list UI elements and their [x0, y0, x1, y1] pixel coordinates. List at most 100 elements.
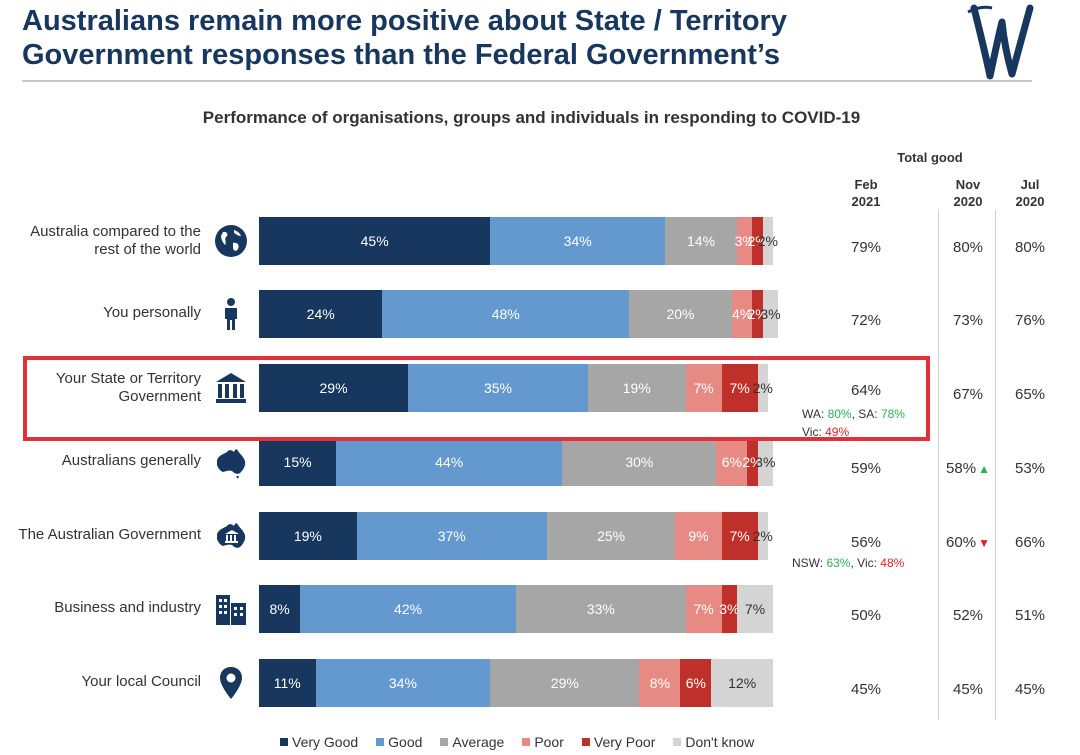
- state-breakdown-note: WA: 80%, SA: 78%: [802, 407, 905, 421]
- total-good-value: 59%: [836, 460, 896, 477]
- total-good-value: 58% ▲: [938, 460, 998, 477]
- bar-data-label: 7%: [693, 380, 714, 396]
- legend-item: Very Poor: [581, 734, 655, 750]
- bar-segment: 33%: [516, 585, 686, 633]
- bar-data-label: 4%: [732, 306, 753, 322]
- total-good-value: 45%: [836, 681, 896, 698]
- bar-segment: 3%: [734, 217, 755, 265]
- bar-data-label: 2%: [747, 306, 768, 322]
- bar-segment: 7%: [721, 364, 758, 412]
- bar-segment: 9%: [675, 512, 722, 560]
- row-label: You personally: [103, 304, 201, 321]
- bar-segment: 2%: [753, 512, 773, 560]
- bar-data-label: 2%: [747, 233, 768, 249]
- legend-swatch: [673, 738, 682, 746]
- total-good-text: 56%: [850, 534, 882, 551]
- row-label: Australia compared to the rest of the wor…: [0, 223, 201, 259]
- legend-label: Don't know: [685, 734, 755, 750]
- bar-segment: 29%: [259, 364, 409, 412]
- bar-data-label: 34%: [563, 233, 592, 249]
- total-good-text: 52%: [952, 607, 984, 624]
- office-buildings-icon: [213, 591, 249, 627]
- bar-segment: 2%: [742, 438, 763, 486]
- bar-segment: 37%: [356, 512, 547, 560]
- total-good-text: 79%: [850, 239, 882, 256]
- row-label: Your State or Territory Government: [0, 370, 201, 406]
- bar-data-label: 2%: [742, 454, 763, 470]
- bar-data-label: 34%: [388, 675, 417, 691]
- row-label-line: rest of the world: [94, 241, 201, 258]
- state-vic-note: Vic: 49%: [802, 425, 849, 439]
- legend-label: Poor: [534, 734, 564, 750]
- total-good-text: 59%: [850, 460, 882, 477]
- bar-segment: 2%: [758, 217, 778, 265]
- bar-segment: 25%: [546, 512, 676, 560]
- total-good-text: 58%: [946, 460, 977, 477]
- total-good-value: 73%: [938, 312, 998, 329]
- total-good-text: 72%: [850, 312, 882, 329]
- total-good-value: 66%: [1000, 534, 1060, 551]
- bar-data-label: 30%: [625, 454, 654, 470]
- total-good-value: 76%: [1000, 312, 1060, 329]
- legend-swatch: [581, 738, 590, 746]
- note-separator: , Vic:: [850, 556, 881, 570]
- total-good-text: 73%: [952, 312, 984, 329]
- bar-data-label: 2%: [752, 380, 773, 396]
- total-good-value: 65%: [1000, 386, 1060, 403]
- title-line-2: Government responses than the Federal Go…: [22, 39, 780, 71]
- bar-data-label: 3%: [755, 454, 776, 470]
- bar-data-label: 29%: [319, 380, 348, 396]
- bar-data-label: 3%: [734, 233, 755, 249]
- note-value-vic: 48%: [880, 556, 905, 570]
- note-label: Vic:: [802, 425, 826, 439]
- bar-data-label: 35%: [483, 380, 512, 396]
- bar-data-label: 9%: [688, 528, 709, 544]
- note-label: WA:: [802, 407, 828, 421]
- total-good-column-header: Feb 2021: [851, 177, 881, 209]
- total-good-value: 56%: [836, 534, 896, 551]
- bar-data-label: 8%: [269, 601, 290, 617]
- total-good-value: 79%: [836, 239, 896, 256]
- total-good-text: 67%: [952, 386, 984, 403]
- legend-item: Poor: [522, 734, 564, 750]
- total-good-value: 45%: [938, 681, 998, 698]
- bar-segment: 19%: [259, 512, 357, 560]
- legend-label: Good: [388, 734, 423, 750]
- legend-item: Average: [440, 734, 504, 750]
- bar-data-label: 48%: [491, 306, 520, 322]
- bar-segment: 6%: [716, 438, 748, 486]
- up-triangle-icon: ▲: [978, 462, 990, 476]
- bar-data-label: 19%: [622, 380, 651, 396]
- legend-swatch: [280, 738, 288, 746]
- total-good-value: 53%: [1000, 460, 1060, 477]
- row-label: The Australian Government: [18, 526, 201, 543]
- total-good-text: 50%: [850, 607, 882, 624]
- bar-data-label: 20%: [666, 306, 695, 322]
- legend-swatch: [376, 738, 385, 746]
- bar-data-label: 29%: [550, 675, 579, 691]
- total-good-text: 65%: [1014, 386, 1046, 403]
- bar-segment: 14%: [665, 217, 737, 265]
- bar-data-label: 19%: [293, 528, 322, 544]
- total-good-text: 53%: [1014, 460, 1046, 477]
- total-good-header: Total good: [897, 150, 963, 165]
- bar-data-label: 6%: [721, 454, 742, 470]
- column-divider: [995, 210, 996, 720]
- bar-data-label: 33%: [586, 601, 615, 617]
- note-value-wa: 80%: [827, 407, 852, 421]
- bar-segment: 48%: [382, 290, 630, 338]
- total-good-text: 66%: [1014, 534, 1046, 551]
- note-value-sa: 78%: [880, 407, 905, 421]
- row-label: Australians generally: [61, 452, 201, 469]
- row-label-line: Australia compared to the: [30, 223, 201, 240]
- bar-data-label: 25%: [597, 528, 626, 544]
- total-good-value: 64%: [836, 382, 896, 399]
- globe-icon: [213, 223, 249, 259]
- bar-data-label: 15%: [283, 454, 312, 470]
- australia-map-icon: [213, 444, 249, 480]
- bar-segment: 20%: [629, 290, 732, 338]
- down-triangle-icon: ▼: [978, 536, 990, 550]
- bar-segment: 34%: [315, 659, 491, 707]
- total-good-value: 45%: [1000, 681, 1060, 698]
- bar-data-label: 45%: [360, 233, 389, 249]
